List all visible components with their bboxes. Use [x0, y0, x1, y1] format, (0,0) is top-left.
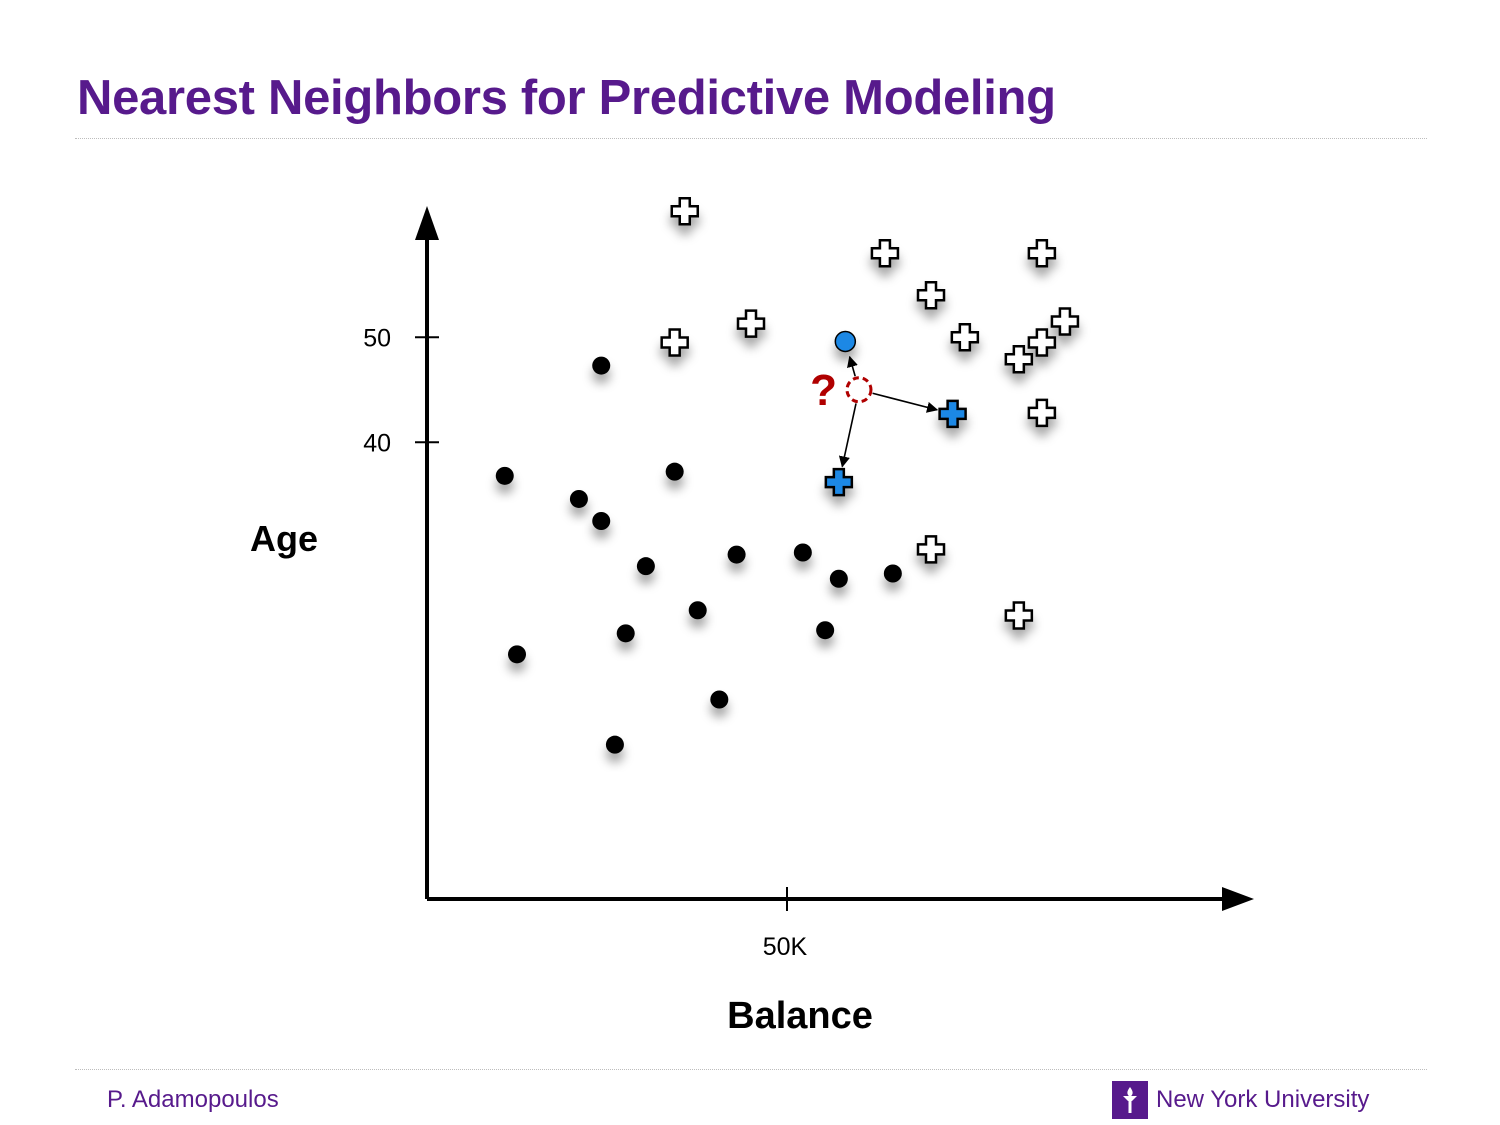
- y-axis-arrow: [415, 206, 439, 240]
- x-axis-label: Balance: [727, 995, 873, 1037]
- axis-labels: Age Balance: [250, 518, 873, 1037]
- plus-point: [916, 281, 946, 310]
- neighbor-arrow: [838, 403, 857, 468]
- footer-divider: [75, 1069, 1427, 1070]
- plus-point: [1004, 601, 1034, 630]
- plus-point: [1027, 398, 1057, 428]
- x-tick-label: 50K: [763, 933, 808, 961]
- nyu-torch-icon: [1112, 1081, 1148, 1119]
- plus-point: [1004, 345, 1034, 374]
- dot-point: [636, 557, 655, 576]
- plus-point: [660, 328, 689, 357]
- dot-point: [688, 601, 707, 620]
- query-label: ?: [810, 366, 837, 415]
- neighbor-dot-point: [834, 330, 857, 353]
- axes: 50 40 50K: [363, 206, 1254, 961]
- dot-point: [727, 545, 746, 564]
- y-tick-label: 50: [363, 324, 391, 352]
- dot-point: [592, 356, 611, 375]
- dot-point: [616, 624, 635, 643]
- footer-organization: New York University: [1112, 1081, 1369, 1119]
- plus-point: [736, 309, 766, 338]
- plus-point: [870, 239, 900, 268]
- dot-point: [592, 512, 611, 530]
- plus-point: [1027, 328, 1057, 357]
- plus-point: [670, 197, 700, 226]
- title-divider: [75, 138, 1427, 139]
- x-axis-arrow: [1222, 887, 1254, 911]
- data-marks: ?: [495, 197, 1080, 754]
- dot-point: [793, 543, 812, 562]
- plus-point: [1050, 307, 1080, 336]
- y-axis-label: Age: [250, 518, 318, 559]
- plus-point: [1027, 239, 1057, 268]
- plus-point: [916, 535, 946, 564]
- dot-point: [816, 621, 835, 640]
- dot-point: [710, 690, 729, 709]
- dot-point: [665, 462, 684, 481]
- dot-point: [829, 569, 848, 588]
- dot-point: [605, 735, 624, 754]
- y-tick-label: 40: [363, 429, 391, 457]
- neighbor-arrow: [847, 355, 858, 377]
- footer-author: P. Adamopoulos: [107, 1086, 279, 1113]
- dot-point: [569, 489, 588, 508]
- neighbor-arrow: [872, 392, 939, 413]
- dot-point: [883, 564, 902, 583]
- neighbor-plus-point: [938, 399, 967, 429]
- dot-point: [495, 466, 514, 485]
- plus-point: [950, 323, 980, 352]
- query-point: [845, 376, 873, 404]
- slide-title: Nearest Neighbors for Predictive Modelin…: [77, 71, 1056, 125]
- neighbor-plus-point: [824, 467, 854, 497]
- organization-name: New York University: [1156, 1086, 1370, 1113]
- dot-point: [508, 645, 526, 664]
